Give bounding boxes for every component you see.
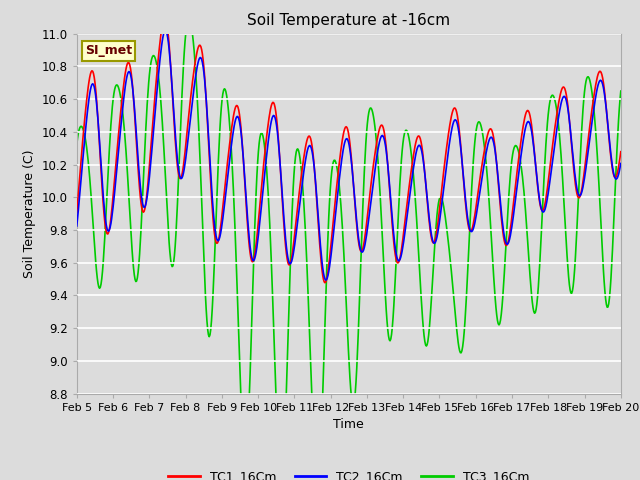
Legend: TC1_16Cm, TC2_16Cm, TC3_16Cm: TC1_16Cm, TC2_16Cm, TC3_16Cm bbox=[163, 465, 534, 480]
Title: Soil Temperature at -16cm: Soil Temperature at -16cm bbox=[247, 13, 451, 28]
X-axis label: Time: Time bbox=[333, 418, 364, 431]
Y-axis label: Soil Temperature (C): Soil Temperature (C) bbox=[23, 149, 36, 278]
Text: SI_met: SI_met bbox=[85, 44, 132, 58]
